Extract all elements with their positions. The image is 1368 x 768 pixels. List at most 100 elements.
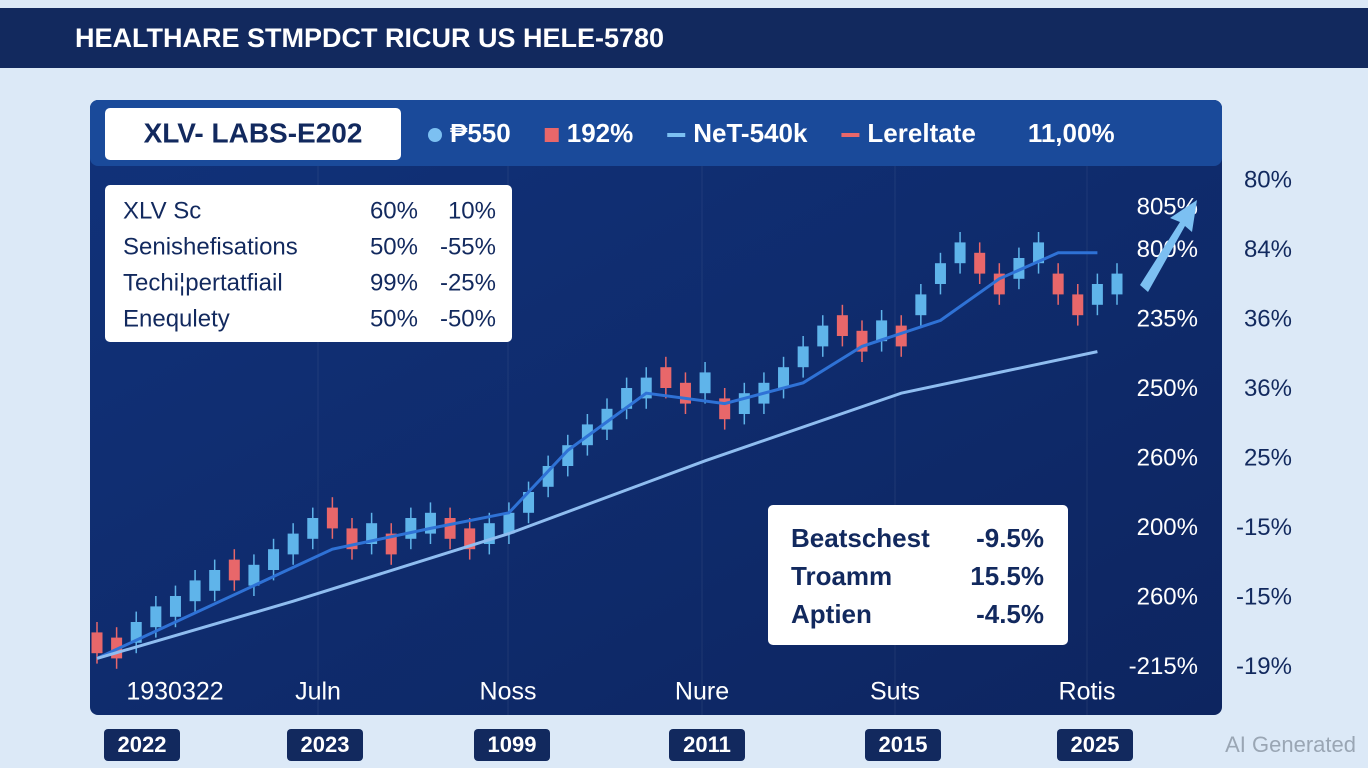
- watermark: AI Generated: [1225, 732, 1356, 757]
- candle-body: [719, 398, 731, 420]
- info-cell: Senishefisations: [123, 233, 298, 260]
- candle-body: [542, 466, 554, 487]
- candle-body: [464, 528, 476, 550]
- outer-axis-label: 25%: [1244, 444, 1292, 471]
- candle-body: [130, 622, 142, 643]
- candle-body: [169, 596, 181, 617]
- stats-cell: -4.5%: [976, 599, 1044, 629]
- candle-body: [778, 367, 790, 388]
- candle-body: [444, 518, 456, 539]
- year-badge: 2023: [301, 732, 350, 757]
- trend-line: [96, 251, 1098, 660]
- candle-body: [915, 294, 927, 316]
- outer-axis-label: 84%: [1244, 236, 1292, 263]
- info-cell: Techi¦pertatfiail: [123, 269, 283, 296]
- legend-label: 11,00%: [1028, 118, 1115, 148]
- candle-body: [209, 570, 221, 591]
- stats-box: [768, 505, 1068, 645]
- inner-axis-label: 260%: [1137, 444, 1198, 471]
- candle-body: [424, 512, 436, 534]
- x-label: Juln: [295, 678, 341, 706]
- x-label: Rotis: [1059, 678, 1116, 706]
- candle-body: [228, 559, 240, 581]
- outer-axis-label: 80%: [1244, 166, 1292, 193]
- candle-body: [836, 315, 848, 336]
- info-cell: 50%: [370, 233, 418, 260]
- info-cell: 60%: [370, 197, 418, 224]
- year-badge: 2022: [118, 732, 167, 757]
- candle-body: [248, 564, 260, 586]
- legend-marker: [544, 128, 559, 142]
- candle-body: [385, 533, 397, 555]
- info-cell: 10%: [448, 197, 496, 224]
- candle-body: [660, 367, 672, 388]
- candle-body: [974, 252, 986, 274]
- outer-axis-label: -19%: [1236, 653, 1292, 680]
- info-cell: XLV Sc: [123, 197, 201, 224]
- year-badge: 2011: [683, 732, 731, 757]
- inner-axis-label: 200%: [1137, 514, 1198, 541]
- year-badge-box: [474, 729, 550, 761]
- candle-body: [1091, 284, 1103, 305]
- candle-body: [189, 580, 201, 602]
- candle-body: [640, 377, 652, 399]
- candle-body: [699, 372, 711, 394]
- candle-body: [1033, 242, 1045, 264]
- candle-body: [876, 320, 888, 342]
- info-cell: Enequlety: [123, 305, 230, 332]
- badge: XLV- LABS-E202: [144, 117, 363, 148]
- stats-cell: -9.5%: [976, 523, 1044, 553]
- overlay: XLV Sc 60% 10% Senishefisations 50% -55% Techi…: [123, 193, 1198, 705]
- plot: [91, 232, 1123, 669]
- year-badge-box: [287, 729, 363, 761]
- candle-body: [287, 533, 299, 555]
- inner-axis-label: 250%: [1137, 375, 1198, 402]
- legend-label: NeT-540k: [693, 118, 808, 148]
- candle-body: [268, 549, 280, 570]
- candle-body: [307, 518, 319, 539]
- stats-cell: 15.5%: [970, 561, 1044, 591]
- candle-body: [326, 507, 338, 529]
- candle-body: [483, 523, 495, 544]
- legend-label: ₱550: [450, 118, 511, 148]
- trend-line: [96, 350, 1098, 660]
- year-badge: 2015: [879, 732, 928, 757]
- candle-body: [1052, 273, 1064, 295]
- candle-body: [954, 242, 966, 264]
- trend-arrow: [1140, 200, 1197, 292]
- candle-body: [856, 330, 868, 352]
- x-label: Nure: [675, 678, 729, 706]
- candle-body: [346, 528, 358, 550]
- year-badge-box: [865, 729, 941, 761]
- candle-body: [1111, 273, 1123, 295]
- title-bar: [0, 8, 1368, 68]
- chart-title: HEALTHARE STMPDCT RICUR US HELE-5780: [75, 23, 664, 53]
- info-cell: 99%: [370, 269, 418, 296]
- year-badge: 1099: [488, 732, 537, 757]
- stats-cell: Troamm: [791, 561, 892, 591]
- candle-body: [503, 512, 515, 534]
- candle-body: [405, 518, 417, 539]
- stats-cell: Aptien: [791, 599, 872, 629]
- outer-axis-label: -15%: [1236, 583, 1292, 610]
- legend-label: Lereltate: [867, 118, 975, 148]
- year-badge-box: [1057, 729, 1133, 761]
- year-badge: 2025: [1071, 732, 1120, 757]
- candle-body: [91, 632, 103, 654]
- inner-axis-label: 260%: [1137, 583, 1198, 610]
- candle-body: [621, 388, 633, 409]
- candle-body: [895, 325, 907, 347]
- candle-body: [817, 325, 829, 347]
- inner-axis-label: -215%: [1129, 653, 1198, 680]
- candle-body: [562, 445, 574, 466]
- inner-axis-label: 235%: [1137, 305, 1198, 332]
- candle-body: [993, 273, 1005, 295]
- x-label: 1930322: [126, 678, 223, 706]
- candle-body: [601, 408, 613, 430]
- candle-body: [679, 382, 691, 404]
- legend-marker: [428, 128, 442, 142]
- outer-axis-label: -15%: [1236, 514, 1292, 541]
- candle-body: [797, 346, 809, 368]
